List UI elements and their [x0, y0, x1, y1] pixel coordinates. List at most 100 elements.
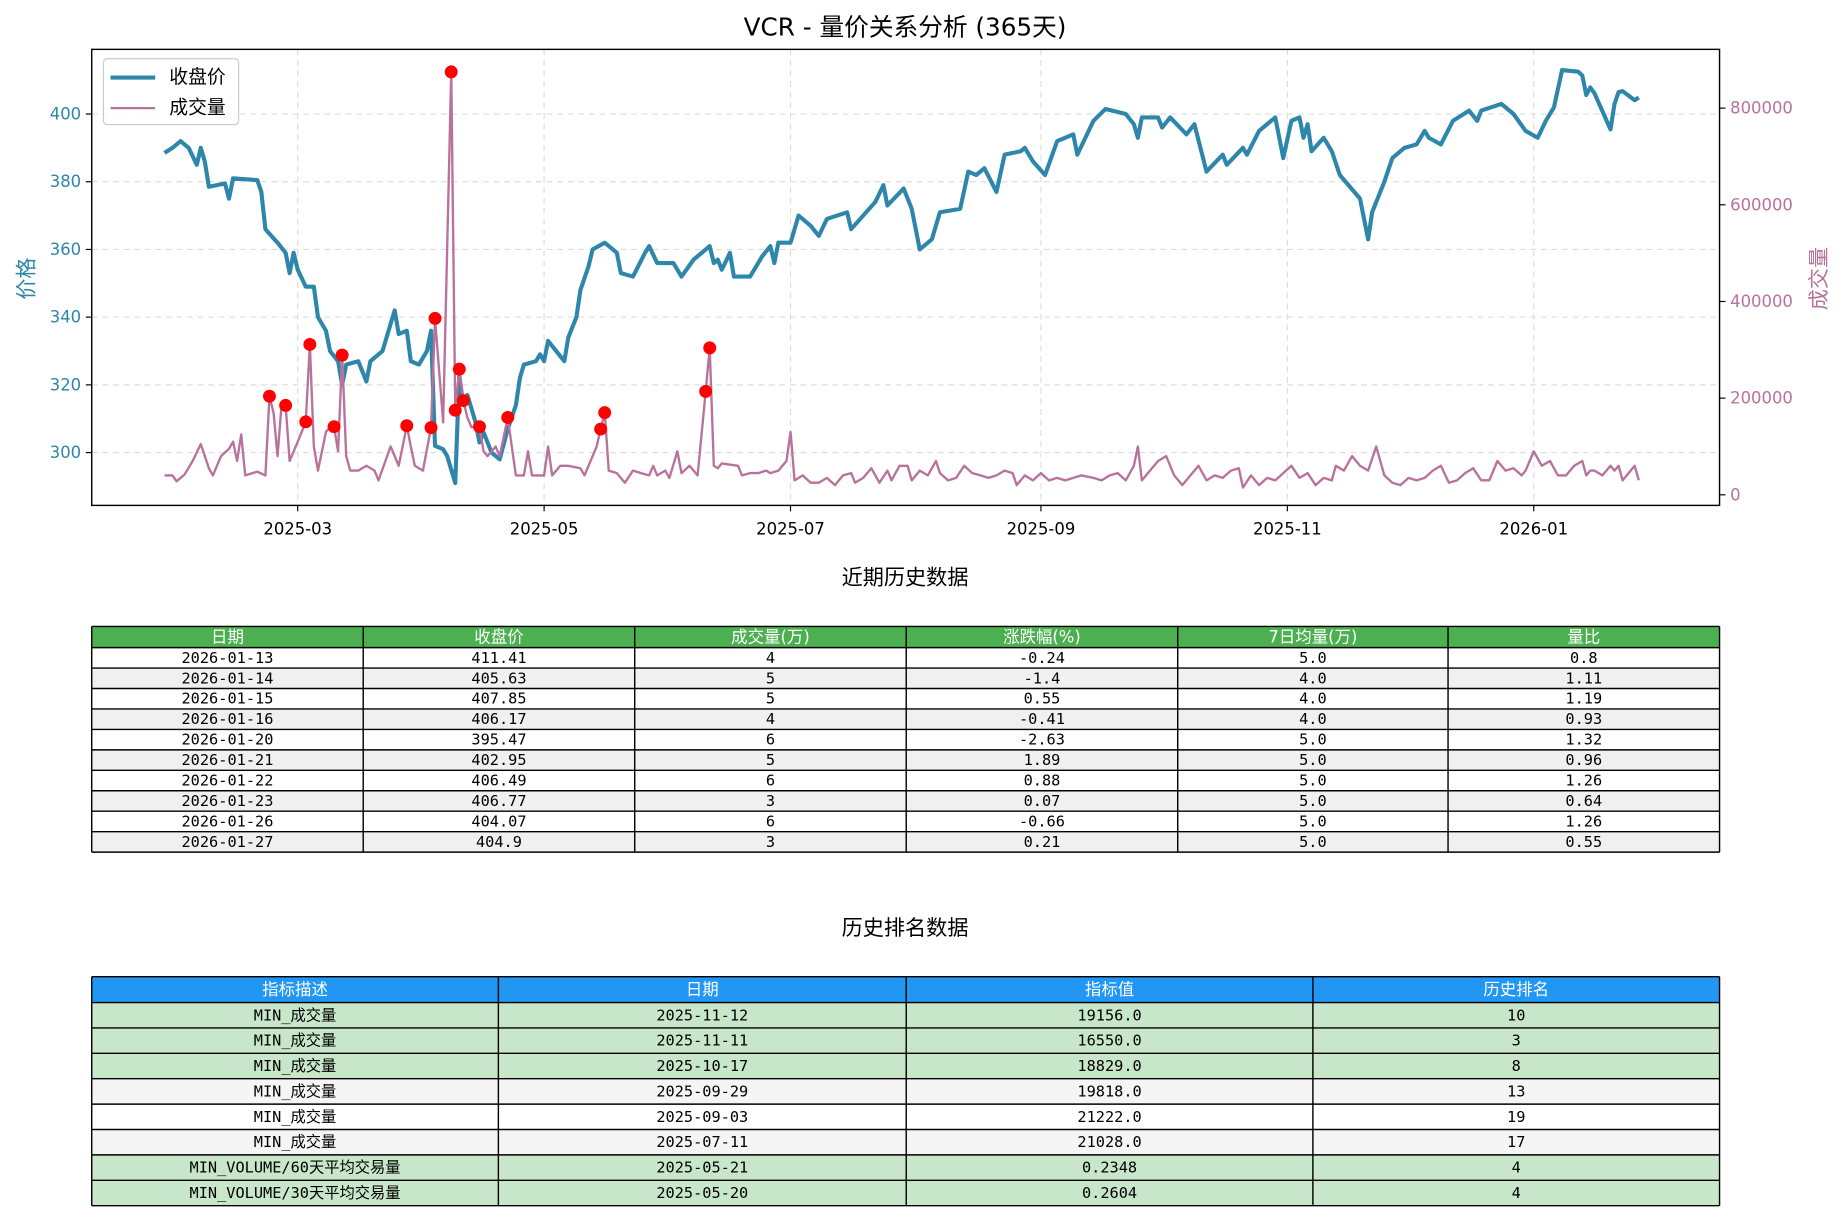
- highlight-point: [452, 362, 466, 376]
- highlight-point: [303, 338, 317, 351]
- y-tick-label: 380: [50, 172, 81, 191]
- table-cell: 0.64: [1565, 792, 1602, 810]
- table-title: 历史排名数据: [842, 915, 969, 940]
- table-cell: 4.0: [1299, 690, 1327, 708]
- highlight-point: [444, 65, 458, 79]
- table-cell: 406.77: [471, 792, 526, 810]
- table-cell: 2026-01-15: [182, 690, 274, 708]
- table-cell: 2026-01-26: [182, 812, 274, 830]
- y2-axis-label: 成交量: [1806, 247, 1831, 310]
- table-cell: 1.32: [1565, 731, 1602, 749]
- series-line: [164, 70, 1640, 489]
- table-cell: 2026-01-16: [182, 710, 274, 728]
- table-cell: 2025-09-29: [656, 1082, 748, 1100]
- table-cell: 1.26: [1565, 812, 1602, 830]
- x-tick-label: 2025-07: [756, 519, 825, 538]
- table-cell: MIN_成交量: [254, 1133, 337, 1151]
- table-cell: 395.47: [471, 731, 526, 749]
- table-cell: MIN_成交量: [254, 1108, 337, 1126]
- table-cell: 2025-07-11: [656, 1133, 748, 1151]
- highlight-point: [424, 421, 438, 435]
- series-line: [163, 67, 1640, 486]
- y2-tick-label: 200000: [1730, 389, 1793, 408]
- table-cell: 5.0: [1299, 731, 1327, 749]
- table-cell: 0.55: [1565, 833, 1602, 851]
- x-tick-label: 2025-05: [510, 519, 579, 538]
- table-cell: 8: [1512, 1057, 1521, 1075]
- table-cell: 5.0: [1299, 792, 1327, 810]
- table-cell: 5.0: [1299, 772, 1327, 790]
- highlight-point: [299, 415, 313, 429]
- chart-title: VCR - 量价关系分析 (365天): [744, 13, 1067, 42]
- table-cell: MIN_VOLUME/30天平均交易量: [190, 1184, 401, 1202]
- table-header-cell: 收盘价: [474, 628, 523, 647]
- table-cell: 3: [766, 833, 775, 851]
- table-title: 近期历史数据: [842, 565, 969, 590]
- table-cell: 1.89: [1024, 751, 1061, 769]
- highlight-point: [335, 348, 349, 362]
- table-cell: 0.55: [1024, 690, 1061, 708]
- table-cell: 0.21: [1024, 833, 1061, 851]
- table-cell: -2.63: [1019, 731, 1065, 749]
- table-cell: 406.17: [471, 710, 526, 728]
- table-cell: 6: [766, 812, 775, 830]
- table-cell: MIN_VOLUME/60天平均交易量: [190, 1159, 401, 1177]
- highlight-point: [262, 389, 276, 403]
- table-cell: 5: [766, 751, 775, 769]
- table-cell: 19156.0: [1077, 1006, 1141, 1024]
- x-tick-label: 2025-11: [1253, 519, 1322, 538]
- table-cell: 0.93: [1565, 710, 1602, 728]
- table-cell: 2026-01-27: [182, 833, 274, 851]
- table-cell: 402.95: [471, 751, 526, 769]
- table-cell: 2026-01-14: [182, 669, 274, 687]
- highlight-point: [327, 420, 341, 434]
- table-cell: 3: [1512, 1032, 1521, 1050]
- table-cell: MIN_成交量: [254, 1057, 337, 1075]
- table-header-cell: 7日均量(万): [1268, 628, 1357, 647]
- table-cell: 2026-01-13: [182, 649, 274, 667]
- table-cell: 6: [766, 772, 775, 790]
- table-cell: 16550.0: [1077, 1032, 1141, 1050]
- table-cell: 1.11: [1565, 669, 1602, 687]
- table-cell: 4.0: [1299, 669, 1327, 687]
- table-cell: 2025-05-20: [656, 1184, 748, 1202]
- highlight-point: [594, 422, 608, 436]
- y-axis-label: 价格: [13, 257, 38, 299]
- table-cell: 10: [1507, 1006, 1525, 1024]
- table-header-cell: 涨跌幅(%): [1003, 628, 1081, 647]
- y2-tick-label: 600000: [1730, 195, 1793, 214]
- table-header-cell: 指标描述: [262, 980, 328, 999]
- table-cell: 4: [1512, 1184, 1521, 1202]
- highlight-point: [598, 406, 612, 420]
- highlight-point: [703, 341, 717, 355]
- table-cell: 0.96: [1565, 751, 1602, 769]
- table-cell: 5.0: [1299, 812, 1327, 830]
- table-cell: 2025-10-17: [656, 1057, 748, 1075]
- table-cell: 17: [1507, 1133, 1525, 1151]
- table-cell: 0.8: [1570, 649, 1598, 667]
- table-header-cell: 日期: [211, 628, 244, 647]
- table-cell: 13: [1507, 1082, 1525, 1100]
- table-cell: MIN_成交量: [254, 1082, 337, 1100]
- table-header-cell: 成交量(万): [731, 628, 810, 647]
- x-tick-label: 2025-03: [263, 519, 332, 538]
- table-cell: 4: [766, 649, 775, 667]
- table-cell: MIN_成交量: [254, 1032, 337, 1050]
- table-cell: 3: [766, 792, 775, 810]
- table-cell: 5.0: [1299, 649, 1327, 667]
- table-cell: 2026-01-21: [182, 751, 274, 769]
- table-cell: 406.49: [471, 772, 526, 790]
- table-cell: 5.0: [1299, 751, 1327, 769]
- table-cell: 2025-11-11: [656, 1032, 748, 1050]
- table-cell: 0.2604: [1082, 1184, 1137, 1202]
- y-tick-label: 340: [50, 308, 81, 327]
- y-tick-label: 300: [50, 443, 81, 462]
- table-cell: 6: [766, 731, 775, 749]
- table-cell: 404.07: [471, 812, 526, 830]
- table-cell: 18829.0: [1077, 1057, 1141, 1075]
- y2-tick-label: 0: [1730, 485, 1740, 504]
- x-tick-label: 2025-09: [1007, 519, 1076, 538]
- highlight-point: [448, 403, 462, 417]
